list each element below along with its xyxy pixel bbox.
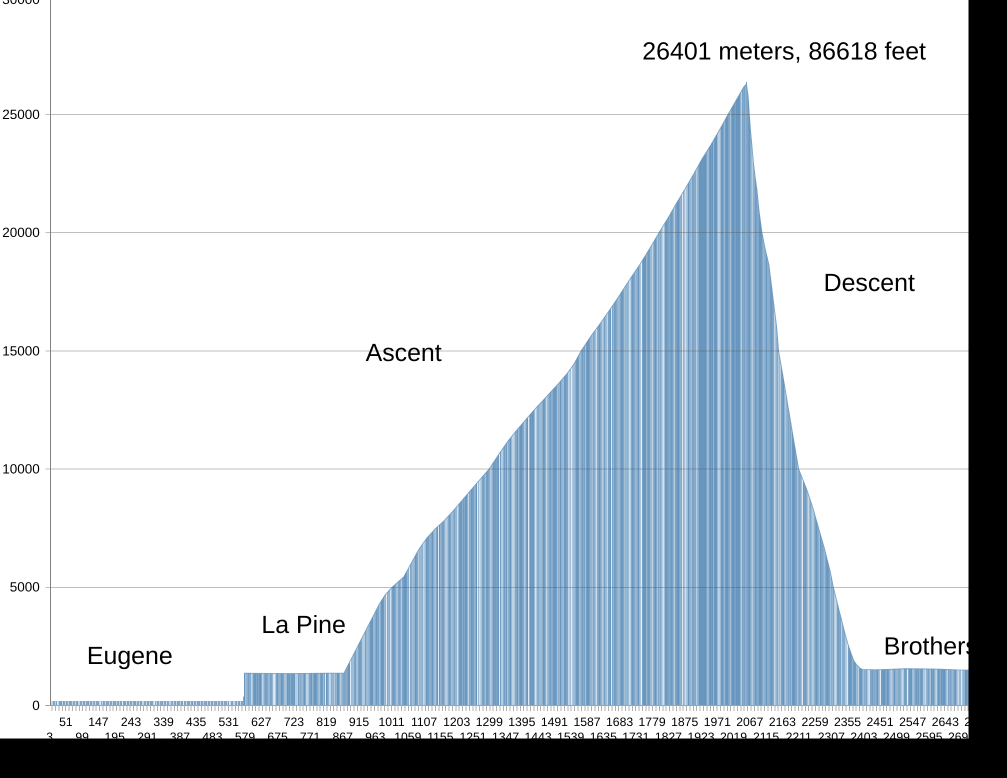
svg-text:0: 0 <box>32 698 40 713</box>
svg-text:Ascent: Ascent <box>366 339 442 367</box>
svg-text:1779: 1779 <box>639 715 666 729</box>
svg-text:La Pine: La Pine <box>261 611 345 639</box>
svg-text:531: 531 <box>219 715 240 729</box>
svg-text:26401 meters, 86618 feet: 26401 meters, 86618 feet <box>642 37 926 65</box>
svg-text:1395: 1395 <box>508 715 535 729</box>
svg-text:2259: 2259 <box>801 715 828 729</box>
svg-text:723: 723 <box>284 715 305 729</box>
svg-text:915: 915 <box>349 715 370 729</box>
svg-text:627: 627 <box>251 715 272 729</box>
svg-text:Eugene: Eugene <box>87 642 173 670</box>
svg-text:1011: 1011 <box>378 715 404 729</box>
svg-text:15000: 15000 <box>2 343 40 358</box>
svg-text:1875: 1875 <box>671 715 698 729</box>
svg-text:51: 51 <box>59 715 73 729</box>
svg-text:1683: 1683 <box>606 715 633 729</box>
svg-text:819: 819 <box>316 715 337 729</box>
svg-text:10000: 10000 <box>2 462 40 477</box>
svg-text:1491: 1491 <box>541 715 568 729</box>
svg-text:3: 3 <box>46 730 53 744</box>
svg-text:1203: 1203 <box>443 715 470 729</box>
svg-text:2163: 2163 <box>769 715 796 729</box>
svg-text:1299: 1299 <box>476 715 503 729</box>
svg-text:2451: 2451 <box>867 715 894 729</box>
svg-text:147: 147 <box>88 715 109 729</box>
svg-text:5000: 5000 <box>10 580 40 595</box>
svg-text:339: 339 <box>153 715 174 729</box>
svg-text:435: 435 <box>186 715 207 729</box>
svg-text:30000: 30000 <box>2 0 40 7</box>
svg-text:1587: 1587 <box>573 715 600 729</box>
svg-text:25000: 25000 <box>2 107 40 122</box>
svg-text:2067: 2067 <box>736 715 763 729</box>
svg-text:20000: 20000 <box>2 225 40 240</box>
svg-text:Descent: Descent <box>824 269 915 297</box>
svg-text:1971: 1971 <box>704 715 731 729</box>
svg-text:2643: 2643 <box>932 715 959 729</box>
svg-text:2547: 2547 <box>899 715 926 729</box>
svg-text:1107: 1107 <box>411 715 437 729</box>
svg-text:243: 243 <box>121 715 142 729</box>
svg-text:Brothers: Brothers <box>884 633 978 661</box>
svg-text:2355: 2355 <box>834 715 861 729</box>
